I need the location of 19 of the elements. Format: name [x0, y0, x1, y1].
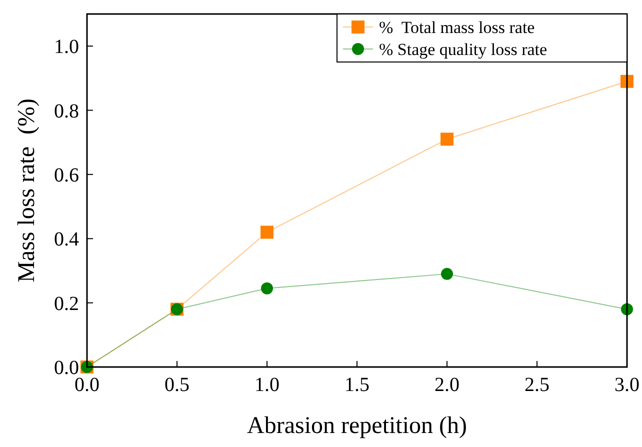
x-tick-label: 1.0 [254, 374, 280, 396]
point [441, 268, 453, 280]
x-axis-title: Abrasion repetition (h) [247, 413, 467, 439]
x-tick-label: 0.5 [164, 374, 190, 396]
x-tick-label: 1.5 [344, 374, 370, 396]
x-tick-label: 3.0 [614, 374, 640, 396]
legend-label: % Stage quality loss rate [379, 40, 548, 59]
point [440, 132, 454, 146]
y-tick-label: 0.8 [54, 100, 79, 122]
y-tick-label: 1.0 [54, 36, 79, 58]
point [261, 282, 273, 294]
y-tick-label: 0.2 [54, 292, 79, 315]
y-tick-label: 0.4 [54, 228, 79, 251]
legend-label: % Total mass loss rate [379, 18, 535, 37]
y-axis-title: Mass loss rate (%) [14, 98, 40, 282]
x-tick-label: 2.0 [434, 374, 460, 396]
x-tick-label: 2.5 [524, 374, 550, 396]
point [260, 226, 274, 239]
y-tick-label: 0.6 [54, 164, 79, 186]
